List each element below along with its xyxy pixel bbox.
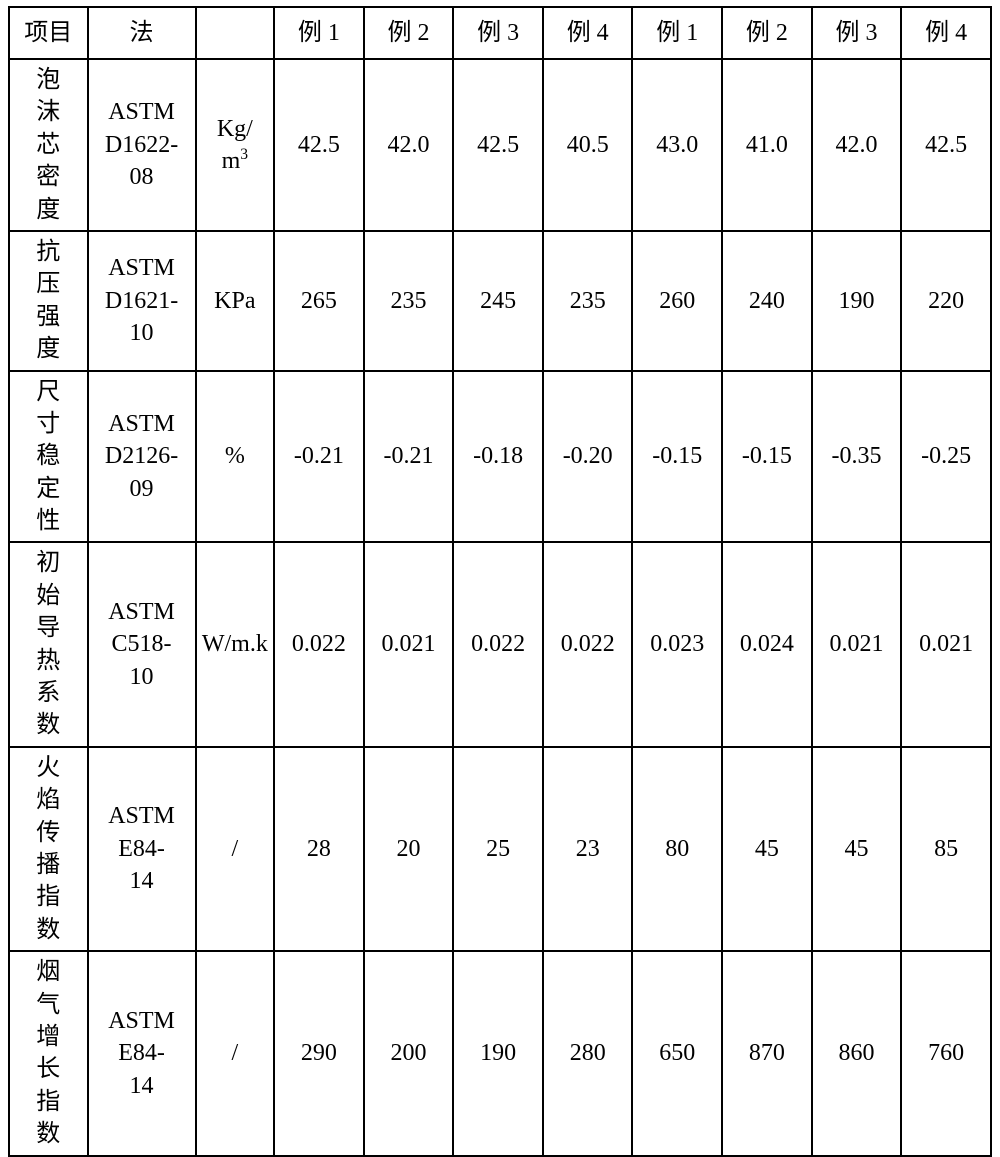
cell-value: -0.35: [812, 371, 902, 543]
cell-project: 泡沫芯密度: [9, 59, 88, 231]
cell-unit: Kg/m3: [196, 59, 275, 231]
cell-value: 28: [274, 747, 364, 951]
cell-value: 45: [722, 747, 812, 951]
cell-value: -0.21: [364, 371, 454, 543]
cell-project: 初始导热系数: [9, 542, 88, 746]
cell-value: -0.20: [543, 371, 633, 543]
cell-value: 290: [274, 951, 364, 1155]
cell-value: 42.5: [274, 59, 364, 231]
cell-unit: /: [196, 747, 275, 951]
cell-value: -0.18: [453, 371, 543, 543]
cell-value: 0.022: [543, 542, 633, 746]
cell-method: ASTMD1621-10: [88, 231, 196, 371]
cell-value: 45: [812, 747, 902, 951]
cell-value: 80: [632, 747, 722, 951]
cell-method: ASTMC518-10: [88, 542, 196, 746]
cell-value: 42.0: [812, 59, 902, 231]
cell-value: 20: [364, 747, 454, 951]
col-header-ex2b: 例 2: [722, 7, 812, 59]
cell-value: -0.15: [632, 371, 722, 543]
col-header-ex3b: 例 3: [812, 7, 902, 59]
cell-value: -0.25: [901, 371, 991, 543]
cell-value: 41.0: [722, 59, 812, 231]
cell-value: 650: [632, 951, 722, 1155]
cell-value: 220: [901, 231, 991, 371]
cell-value: 0.022: [274, 542, 364, 746]
cell-value: 0.021: [901, 542, 991, 746]
table-row: 抗压强度 ASTMD1621-10 KPa 265 235 245 235 26…: [9, 231, 991, 371]
cell-value: 40.5: [543, 59, 633, 231]
col-header-ex4a: 例 4: [543, 7, 633, 59]
cell-value: -0.21: [274, 371, 364, 543]
cell-value: 190: [812, 231, 902, 371]
cell-value: 860: [812, 951, 902, 1155]
col-header-ex3a: 例 3: [453, 7, 543, 59]
cell-value: 280: [543, 951, 633, 1155]
table-row: 泡沫芯密度 ASTMD1622-08 Kg/m3 42.5 42.0 42.5 …: [9, 59, 991, 231]
cell-value: 85: [901, 747, 991, 951]
cell-unit: KPa: [196, 231, 275, 371]
cell-value: 0.021: [812, 542, 902, 746]
cell-method: ASTME84-14: [88, 747, 196, 951]
cell-value: 42.5: [453, 59, 543, 231]
cell-unit: W/m.k: [196, 542, 275, 746]
col-header-ex4b: 例 4: [901, 7, 991, 59]
cell-value: 42.0: [364, 59, 454, 231]
cell-value: 760: [901, 951, 991, 1155]
cell-project: 火焰传播指数: [9, 747, 88, 951]
col-header-unit: [196, 7, 275, 59]
col-header-ex1b: 例 1: [632, 7, 722, 59]
cell-value: 190: [453, 951, 543, 1155]
table-row: 尺寸稳定性 ASTMD2126-09 % -0.21 -0.21 -0.18 -…: [9, 371, 991, 543]
cell-value: 260: [632, 231, 722, 371]
cell-value: 870: [722, 951, 812, 1155]
cell-value: 0.023: [632, 542, 722, 746]
cell-method: ASTME84-14: [88, 951, 196, 1155]
cell-value: 235: [543, 231, 633, 371]
cell-value: 0.021: [364, 542, 454, 746]
cell-project: 烟气增长指数: [9, 951, 88, 1155]
cell-value: 240: [722, 231, 812, 371]
cell-value: 265: [274, 231, 364, 371]
col-header-project: 项目: [9, 7, 88, 59]
data-table: 项目 法 例 1 例 2 例 3 例 4 例 1 例 2 例 3 例 4 泡沫芯…: [8, 6, 992, 1157]
cell-unit: %: [196, 371, 275, 543]
cell-value: 0.022: [453, 542, 543, 746]
cell-value: 0.024: [722, 542, 812, 746]
col-header-ex1a: 例 1: [274, 7, 364, 59]
cell-method: ASTMD1622-08: [88, 59, 196, 231]
cell-value: 43.0: [632, 59, 722, 231]
cell-project: 抗压强度: [9, 231, 88, 371]
table-header-row: 项目 法 例 1 例 2 例 3 例 4 例 1 例 2 例 3 例 4: [9, 7, 991, 59]
cell-unit: /: [196, 951, 275, 1155]
cell-value: -0.15: [722, 371, 812, 543]
col-header-method: 法: [88, 7, 196, 59]
table-row: 初始导热系数 ASTMC518-10 W/m.k 0.022 0.021 0.0…: [9, 542, 991, 746]
cell-value: 25: [453, 747, 543, 951]
cell-value: 245: [453, 231, 543, 371]
cell-value: 200: [364, 951, 454, 1155]
cell-project: 尺寸稳定性: [9, 371, 88, 543]
cell-method: ASTMD2126-09: [88, 371, 196, 543]
cell-value: 235: [364, 231, 454, 371]
cell-value: 42.5: [901, 59, 991, 231]
table-row: 火焰传播指数 ASTME84-14 / 28 20 25 23 80 45 45…: [9, 747, 991, 951]
col-header-ex2a: 例 2: [364, 7, 454, 59]
cell-value: 23: [543, 747, 633, 951]
table-container: 项目 法 例 1 例 2 例 3 例 4 例 1 例 2 例 3 例 4 泡沫芯…: [0, 0, 1000, 877]
table-row: 烟气增长指数 ASTME84-14 / 290 200 190 280 650 …: [9, 951, 991, 1155]
